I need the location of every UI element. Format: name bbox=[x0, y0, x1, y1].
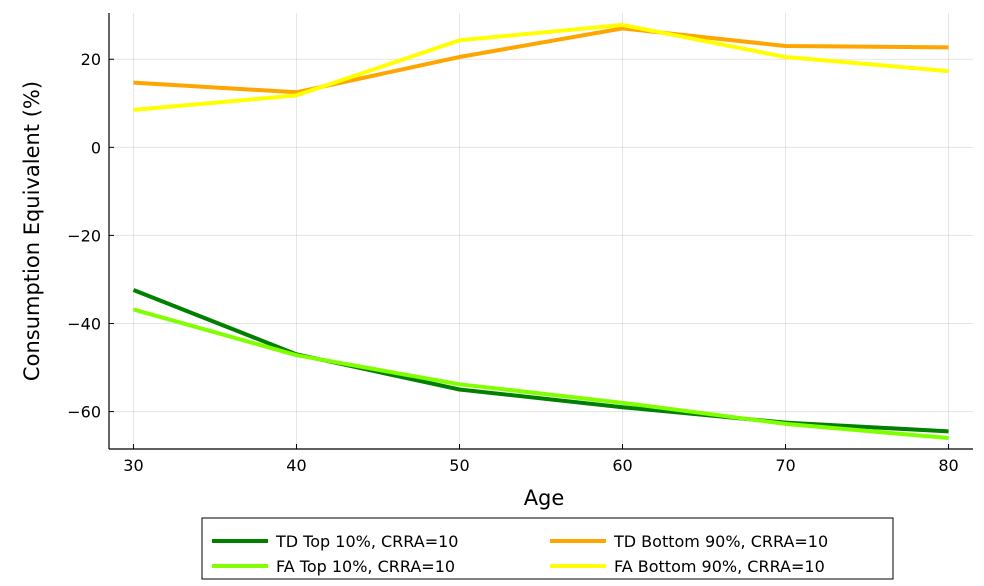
axes bbox=[108, 13, 973, 450]
x-ticks: 30 40 50 60 70 80 bbox=[123, 444, 959, 475]
legend-label: TD Top 10%, CRRA=10 bbox=[275, 532, 458, 551]
y-tick-label: 20 bbox=[81, 50, 101, 69]
legend-label: TD Bottom 90%, CRRA=10 bbox=[613, 532, 828, 551]
series bbox=[132, 22, 949, 440]
y-axis-title: Consumption Equivalent (%) bbox=[20, 81, 44, 381]
x-tick-label: 50 bbox=[449, 456, 469, 475]
y-ticks: −60 −40 −20 0 20 bbox=[67, 50, 114, 422]
legend-label: FA Top 10%, CRRA=10 bbox=[276, 557, 455, 576]
series-line-fa-bottom-90 bbox=[133, 22, 949, 112]
legend-box bbox=[201, 517, 894, 580]
series-line-fa-top-10 bbox=[132, 307, 949, 440]
x-tick-label: 80 bbox=[938, 456, 958, 475]
legend: TD Top 10%, CRRA=10 TD Bottom 90%, CRRA=1… bbox=[201, 517, 894, 580]
series-line-td-bottom-90 bbox=[133, 26, 949, 95]
x-tick-label: 40 bbox=[286, 456, 306, 475]
x-axis-title: Age bbox=[524, 486, 565, 510]
legend-label: FA Bottom 90%, CRRA=10 bbox=[614, 557, 825, 576]
x-tick-label: 70 bbox=[775, 456, 795, 475]
y-tick-label: −40 bbox=[67, 314, 101, 333]
y-tick-label: 0 bbox=[91, 138, 101, 157]
series-line-td-top-10 bbox=[132, 288, 949, 434]
y-tick-label: −20 bbox=[67, 226, 101, 245]
grid bbox=[109, 13, 973, 449]
x-tick-label: 60 bbox=[612, 456, 632, 475]
x-tick-label: 30 bbox=[123, 456, 143, 475]
y-tick-label: −60 bbox=[67, 403, 101, 422]
